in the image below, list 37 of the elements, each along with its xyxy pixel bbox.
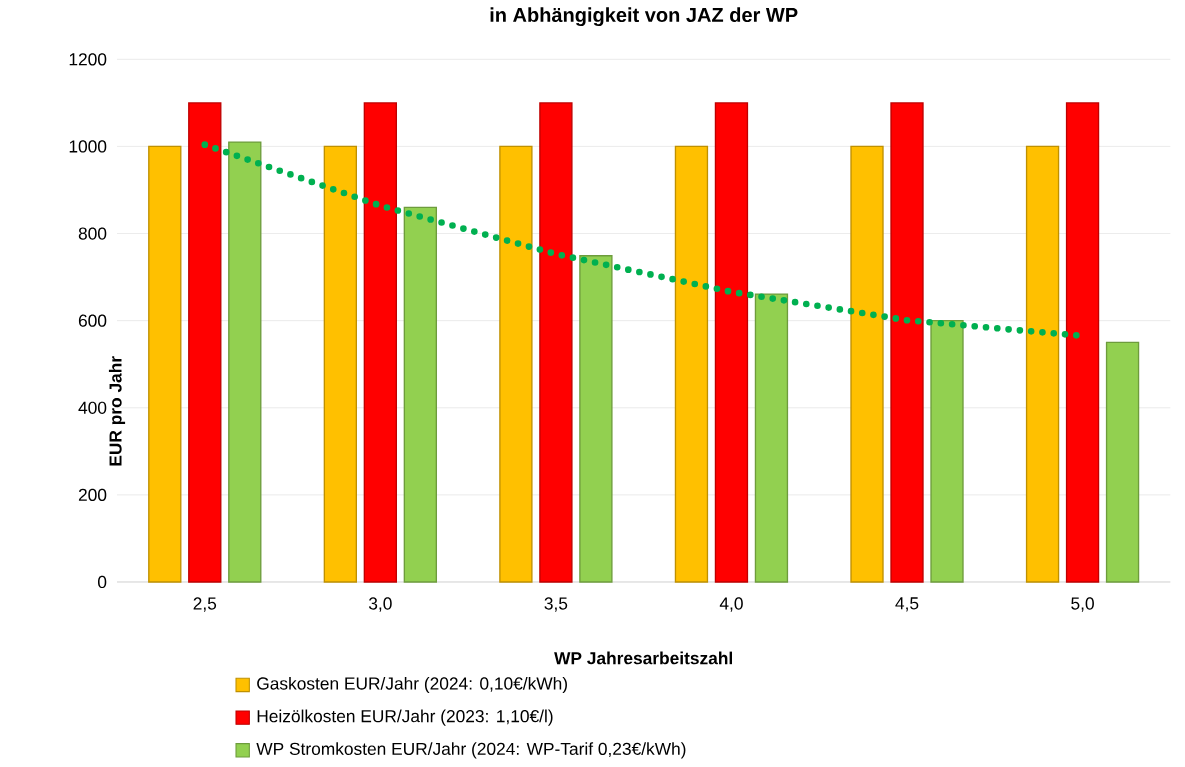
x-tick-label: 3,0 <box>368 597 392 612</box>
bar <box>1025 145 1060 583</box>
x-tick-label: 5,0 <box>1071 597 1094 612</box>
x-tick-label: 2,5 <box>193 597 217 612</box>
chart-title: in Abhängigkeit von JAZ der WP <box>490 7 798 27</box>
legend-label: Heizölkosten EUR/Jahr (2023: 1,10€/l) <box>257 709 553 726</box>
bar <box>674 145 709 583</box>
bar <box>754 293 789 583</box>
x-tick-label: 4,0 <box>719 597 743 612</box>
bar <box>403 206 438 583</box>
x-tick-label: 3,5 <box>544 597 568 612</box>
y-tick-label: 1200 <box>69 53 107 66</box>
bar <box>714 102 749 583</box>
y-tick-label: 400 <box>78 401 107 414</box>
bar <box>930 319 964 583</box>
y-tick-label: 600 <box>78 314 107 327</box>
y-tick-label: 200 <box>78 488 107 502</box>
bar <box>850 145 884 583</box>
bar <box>579 255 613 583</box>
bar <box>148 145 182 583</box>
legend-label: Gaskosten EUR/Jahr (2024: 0,10€/kWh) <box>257 676 567 694</box>
bar <box>1065 102 1100 583</box>
bar <box>323 145 358 583</box>
bar <box>890 102 924 583</box>
y-tick-label: 1000 <box>69 140 107 153</box>
x-axis-title: WP Jahresarbeitszahl <box>554 651 733 665</box>
legend-label: WP Stromkosten EUR/Jahr (2024: WP-Tarif 0,23€/kWh) <box>256 742 686 759</box>
x-tick-label: 4,5 <box>895 597 919 612</box>
y-tick-label: 0 <box>98 575 107 589</box>
bar <box>363 102 398 583</box>
bar <box>188 102 222 583</box>
bar <box>228 141 262 583</box>
bar <box>539 102 573 583</box>
y-tick-label: 800 <box>78 227 107 240</box>
bar <box>1105 341 1140 583</box>
bar <box>499 145 533 583</box>
y-axis-title: EUR pro Jahr <box>108 356 126 466</box>
